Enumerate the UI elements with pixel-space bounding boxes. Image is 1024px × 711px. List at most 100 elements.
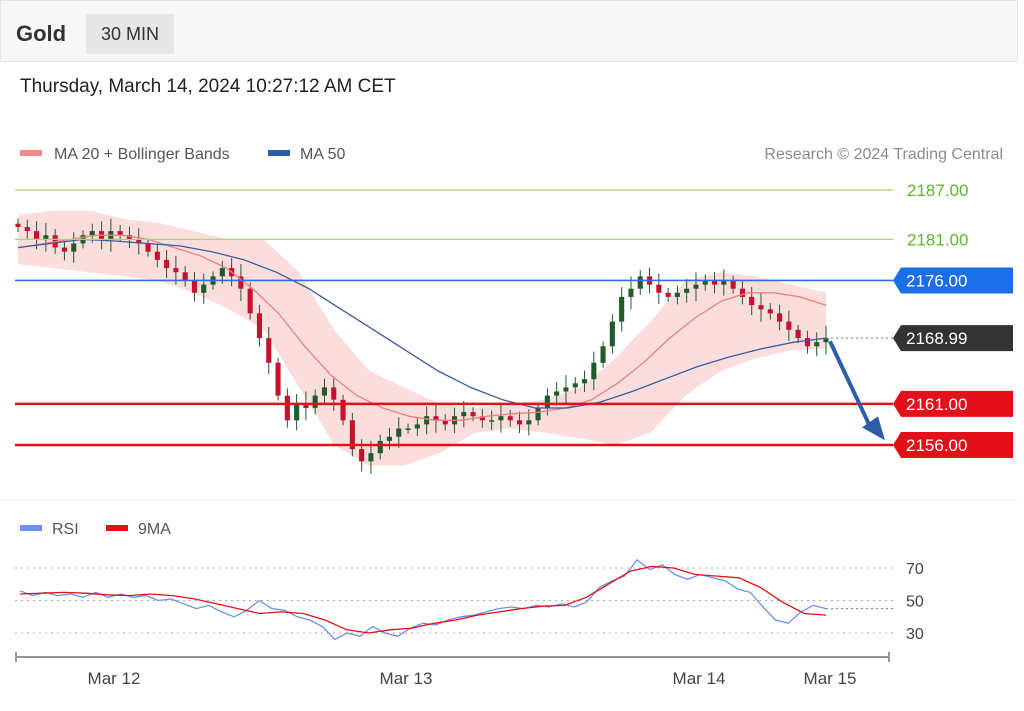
candle-body bbox=[609, 321, 615, 347]
candle-body bbox=[247, 288, 253, 314]
candle bbox=[786, 310, 792, 341]
candle-body bbox=[405, 428, 411, 430]
candle-body bbox=[619, 296, 625, 322]
candle bbox=[136, 228, 142, 255]
x-tick-label: Mar 12 bbox=[88, 669, 141, 688]
candle-body bbox=[814, 342, 820, 347]
candle-body bbox=[34, 231, 40, 240]
candle bbox=[368, 440, 374, 474]
candle bbox=[674, 285, 680, 305]
candle bbox=[656, 273, 662, 304]
chart-header: Gold 30 MIN bbox=[0, 0, 1018, 62]
candle-body bbox=[823, 338, 829, 343]
candle-body bbox=[89, 231, 95, 236]
candle-body bbox=[191, 280, 197, 293]
candle-body bbox=[61, 247, 67, 252]
candle-body bbox=[786, 321, 792, 330]
candle bbox=[600, 341, 606, 368]
candle bbox=[637, 270, 643, 295]
candle-body bbox=[117, 231, 123, 236]
candle bbox=[396, 417, 402, 448]
ma50-line bbox=[17, 238, 827, 409]
candle-body bbox=[164, 259, 170, 269]
legend-label-9ma: 9MA bbox=[138, 521, 171, 538]
legend-label-rsi: RSI bbox=[52, 521, 79, 538]
candle bbox=[479, 408, 485, 428]
rsi-line bbox=[19, 558, 827, 641]
candle-body bbox=[489, 420, 495, 422]
candle bbox=[442, 414, 448, 431]
legend-label-ma50: MA 50 bbox=[300, 146, 345, 163]
candle-body bbox=[256, 313, 262, 339]
level-tag bbox=[893, 267, 1013, 294]
candle-body bbox=[684, 288, 690, 293]
candle bbox=[303, 391, 309, 421]
candle bbox=[563, 375, 569, 404]
level-value: 2187.00 bbox=[907, 181, 968, 200]
price-legend: MA 20 + Bollinger Bands MA 50 bbox=[20, 146, 345, 163]
candle-body bbox=[535, 408, 541, 421]
candle bbox=[665, 287, 671, 302]
candle bbox=[572, 377, 578, 394]
level-tag bbox=[893, 325, 1013, 352]
candle-body bbox=[303, 403, 309, 408]
candle bbox=[349, 412, 355, 457]
price-plot bbox=[15, 210, 829, 474]
rsi-legend: RSI 9MA bbox=[20, 521, 171, 538]
level-value: 2176.00 bbox=[906, 271, 967, 290]
candle-body bbox=[201, 284, 207, 293]
level-support: 2156.00 bbox=[15, 432, 1013, 458]
candle-body bbox=[702, 280, 708, 285]
candle-body bbox=[284, 395, 290, 421]
candle bbox=[154, 244, 160, 268]
legend-swatch-9ma bbox=[106, 525, 128, 531]
rsi-tick-label: 70 bbox=[906, 561, 924, 578]
x-tick-label: Mar 15 bbox=[804, 669, 857, 688]
candle-body bbox=[294, 403, 300, 421]
candle bbox=[591, 351, 597, 391]
candle-body bbox=[572, 383, 578, 388]
candle-body bbox=[767, 309, 773, 314]
candle-body bbox=[145, 243, 151, 252]
candle bbox=[15, 218, 21, 232]
candle-body bbox=[656, 284, 662, 293]
candle bbox=[164, 250, 170, 279]
candle bbox=[795, 324, 801, 343]
candle-body bbox=[321, 387, 327, 396]
candle-body bbox=[396, 428, 402, 437]
candle-body bbox=[544, 395, 550, 408]
legend-swatch-rsi bbox=[20, 525, 42, 531]
legend-swatch-ma20-bb bbox=[20, 150, 42, 156]
candle-body bbox=[600, 346, 606, 363]
candle bbox=[377, 434, 383, 460]
candle-body bbox=[777, 313, 783, 322]
candle-body bbox=[126, 235, 132, 240]
candle-body bbox=[582, 379, 588, 384]
candle-body bbox=[674, 292, 680, 297]
candle bbox=[117, 224, 123, 242]
candle bbox=[43, 222, 49, 252]
level-value: 2181.00 bbox=[907, 230, 968, 249]
candle-body bbox=[136, 239, 142, 244]
candle bbox=[275, 357, 281, 401]
candle-body bbox=[554, 391, 560, 396]
candle bbox=[535, 403, 541, 426]
candle bbox=[749, 287, 755, 316]
candle bbox=[24, 219, 30, 239]
candle bbox=[609, 314, 615, 354]
timeframe-badge[interactable]: 30 MIN bbox=[86, 14, 174, 54]
candle-body bbox=[721, 280, 727, 285]
candle-body bbox=[442, 420, 448, 425]
candle bbox=[767, 303, 773, 320]
candle-body bbox=[730, 280, 736, 289]
candle-body bbox=[424, 416, 430, 425]
candle-body bbox=[739, 288, 745, 297]
candle-body bbox=[758, 305, 764, 310]
candle bbox=[526, 409, 532, 436]
candle bbox=[712, 271, 718, 294]
candle bbox=[71, 232, 77, 263]
candle bbox=[823, 325, 829, 355]
level-pivot: 2176.00 bbox=[15, 267, 1013, 294]
candle bbox=[739, 281, 745, 305]
